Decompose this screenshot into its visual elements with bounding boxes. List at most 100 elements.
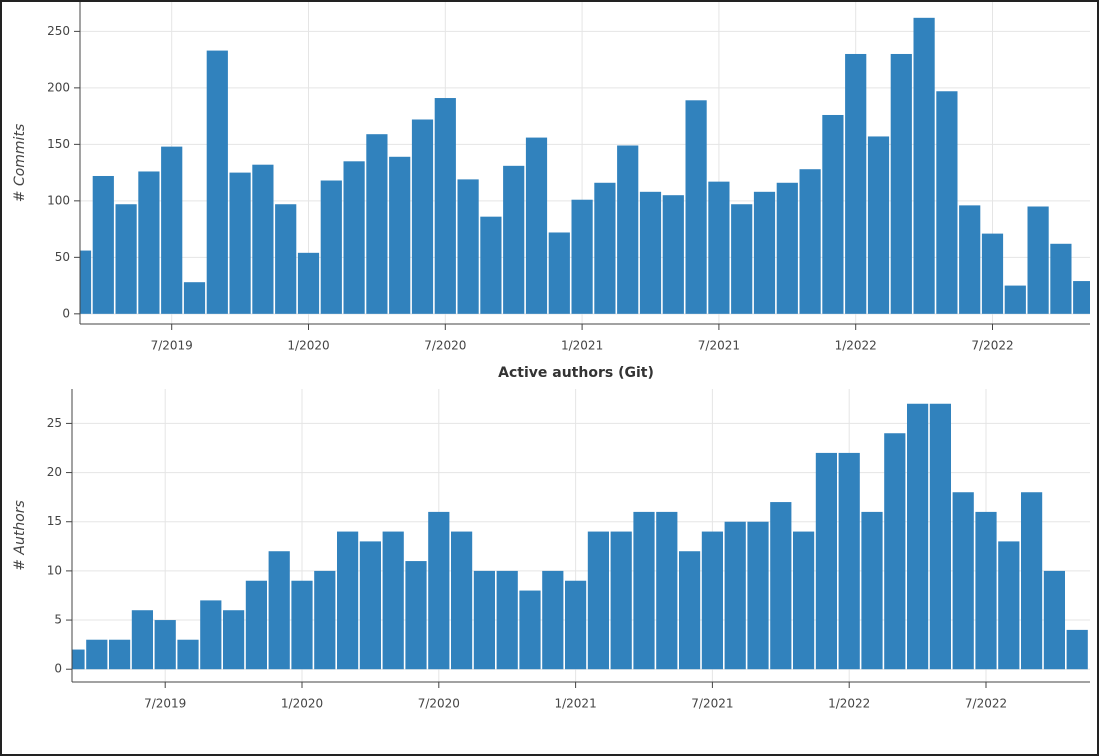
- bar: [115, 204, 137, 314]
- x-tick-label: 7/2022: [971, 339, 1013, 353]
- bar: [929, 403, 951, 670]
- y-tick-label: 50: [55, 250, 70, 264]
- bar: [80, 250, 92, 314]
- bars: [80, 17, 1090, 314]
- bar: [451, 531, 473, 670]
- bar: [457, 179, 479, 314]
- bar: [343, 161, 365, 314]
- bar: [525, 137, 548, 314]
- bar: [480, 216, 502, 314]
- bar: [838, 452, 860, 670]
- bar: [867, 136, 890, 314]
- bar: [382, 531, 404, 670]
- bar: [223, 610, 245, 670]
- bar: [1004, 285, 1026, 314]
- bar: [86, 639, 108, 670]
- bar: [245, 580, 267, 670]
- x-tick-label: 7/2021: [698, 339, 740, 353]
- bar: [799, 169, 821, 314]
- bar: [747, 521, 769, 670]
- bar: [314, 570, 336, 670]
- bar: [72, 649, 85, 670]
- bar: [177, 639, 199, 670]
- bar: [229, 172, 251, 314]
- bar: [275, 204, 297, 314]
- bar: [845, 53, 867, 314]
- bar: [200, 600, 222, 670]
- bar: [297, 252, 320, 314]
- bar: [701, 531, 723, 670]
- bar: [913, 17, 935, 314]
- y-tick-label: 200: [47, 80, 70, 94]
- bar: [907, 403, 929, 670]
- bar: [724, 521, 746, 670]
- bar: [428, 511, 450, 670]
- bar: [320, 180, 342, 314]
- bar: [183, 282, 206, 314]
- bar: [753, 191, 776, 314]
- bar: [131, 610, 153, 670]
- bar: [770, 502, 792, 670]
- bar: [633, 511, 655, 670]
- bar: [890, 53, 912, 314]
- bar: [1066, 629, 1088, 670]
- bar: [617, 145, 639, 314]
- bar: [389, 156, 411, 314]
- bar: [959, 205, 981, 314]
- x-tick-label: 1/2020: [281, 697, 323, 711]
- x-tick-label: 1/2020: [287, 339, 329, 353]
- bar: [884, 433, 906, 670]
- bar: [776, 182, 798, 314]
- bar: [731, 204, 753, 314]
- bar: [92, 175, 114, 314]
- y-tick-label: 15: [47, 514, 62, 528]
- bar: [708, 181, 730, 314]
- bar: [138, 171, 160, 314]
- bar: [1073, 281, 1090, 314]
- bar: [685, 100, 707, 314]
- bar: [662, 195, 684, 314]
- bar: [594, 182, 616, 314]
- bar: [1043, 570, 1065, 670]
- x-tick-label: 1/2021: [554, 697, 596, 711]
- bar: [656, 511, 678, 670]
- bar: [503, 165, 525, 314]
- bar: [405, 561, 427, 670]
- chart-title: Active authors (Git): [498, 365, 654, 381]
- bar: [861, 511, 883, 670]
- bar: [109, 639, 131, 670]
- bar: [542, 570, 564, 670]
- bar: [359, 541, 381, 670]
- bar: [519, 590, 541, 670]
- x-tick-label: 1/2021: [561, 339, 603, 353]
- y-tick-label: 25: [47, 416, 62, 430]
- bars: [72, 403, 1088, 670]
- bar: [981, 233, 1004, 314]
- y-tick-label: 100: [47, 193, 70, 207]
- bar: [571, 199, 593, 314]
- bar: [366, 134, 388, 314]
- y-tick-label: 0: [54, 662, 62, 676]
- y-axis-label: # Commits: [12, 124, 28, 202]
- bar: [793, 531, 815, 670]
- bar: [1050, 243, 1072, 314]
- y-tick-label: 5: [54, 613, 62, 627]
- x-tick-label: 7/2020: [418, 697, 460, 711]
- x-tick-label: 7/2021: [691, 697, 733, 711]
- y-tick-label: 10: [47, 563, 62, 577]
- x-tick-label: 7/2020: [424, 339, 466, 353]
- bar: [252, 164, 274, 314]
- bar: [998, 541, 1020, 670]
- y-tick-label: 250: [47, 24, 70, 38]
- bar: [639, 191, 662, 314]
- bar: [434, 98, 456, 314]
- bar: [291, 580, 313, 670]
- bar: [1027, 206, 1049, 314]
- y-tick-label: 20: [47, 465, 62, 479]
- bar: [587, 531, 609, 670]
- x-tick-label: 7/2019: [151, 339, 193, 353]
- bar: [952, 492, 974, 670]
- y-tick-label: 0: [62, 306, 70, 320]
